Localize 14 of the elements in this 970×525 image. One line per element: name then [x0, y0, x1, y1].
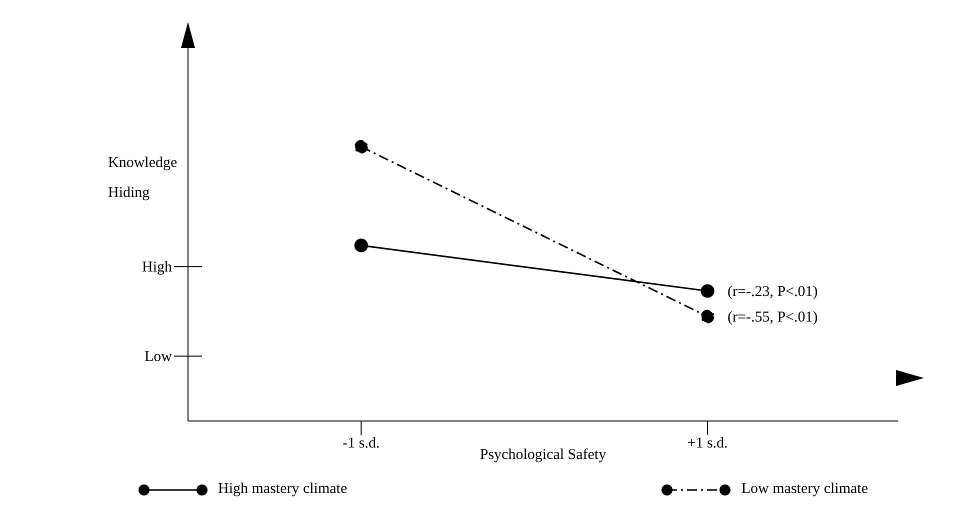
x-tick-label: +1 s.d.	[687, 436, 728, 452]
point	[700, 310, 714, 324]
x-axis-title: Psychological Safety	[480, 447, 607, 463]
annotation: (r=-.23, P<.01)	[728, 284, 818, 300]
legend-label: Low mastery climate	[741, 481, 868, 498]
point	[354, 140, 368, 154]
x-tick-label: -1 s.d.	[342, 436, 380, 452]
y-axis-title: Knowledge Hiding	[108, 154, 178, 203]
axis-level-label: High	[142, 260, 202, 276]
annotation: (r=-.55, P<.01)	[728, 310, 818, 326]
legend-label: High mastery climate	[218, 481, 348, 498]
point	[700, 284, 714, 298]
point	[354, 238, 368, 252]
axis-level-label: Low	[144, 349, 202, 366]
